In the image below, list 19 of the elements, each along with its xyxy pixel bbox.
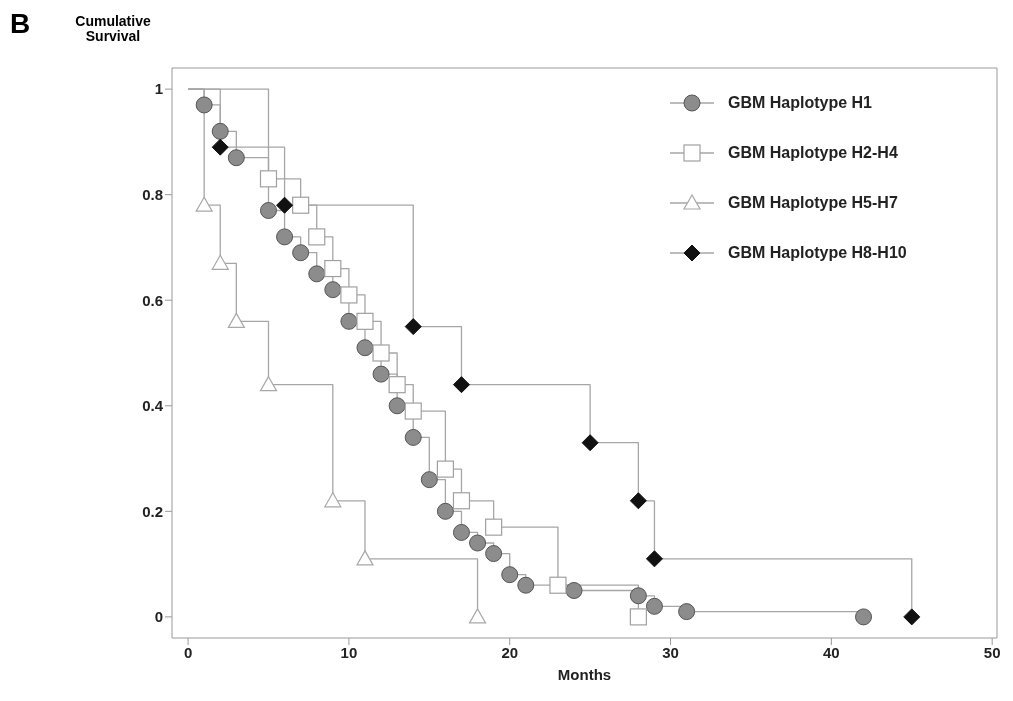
y-tick-label: 0.4 (142, 397, 164, 415)
y-axis-title: Cumulative Survival (74, 13, 152, 44)
legend-label: GBM Haplotype H8-H10 (728, 244, 907, 262)
y-tick-label: 1 (154, 80, 163, 98)
x-tick-label: 10 (340, 643, 358, 661)
legend-label: GBM Haplotype H1 (728, 94, 873, 112)
chart-title: B (10, 8, 31, 40)
legend-label: GBM Haplotype H2-H4 (728, 144, 898, 162)
x-axis-title: Months (557, 666, 612, 683)
y-tick-label: 0 (154, 608, 163, 626)
x-tick-label: 20 (501, 643, 519, 661)
x-tick-label: 40 (823, 643, 840, 661)
y-tick-label: 0.6 (142, 291, 163, 309)
x-tick-label: 50 (983, 643, 1001, 661)
y-tick-label: 0.2 (142, 502, 163, 520)
legend-label: GBM Haplotype H5-H7 (728, 194, 898, 212)
x-tick-label: 30 (662, 643, 679, 661)
x-tick-label: 0 (183, 643, 193, 661)
y-tick-label: 0.8 (142, 185, 163, 203)
